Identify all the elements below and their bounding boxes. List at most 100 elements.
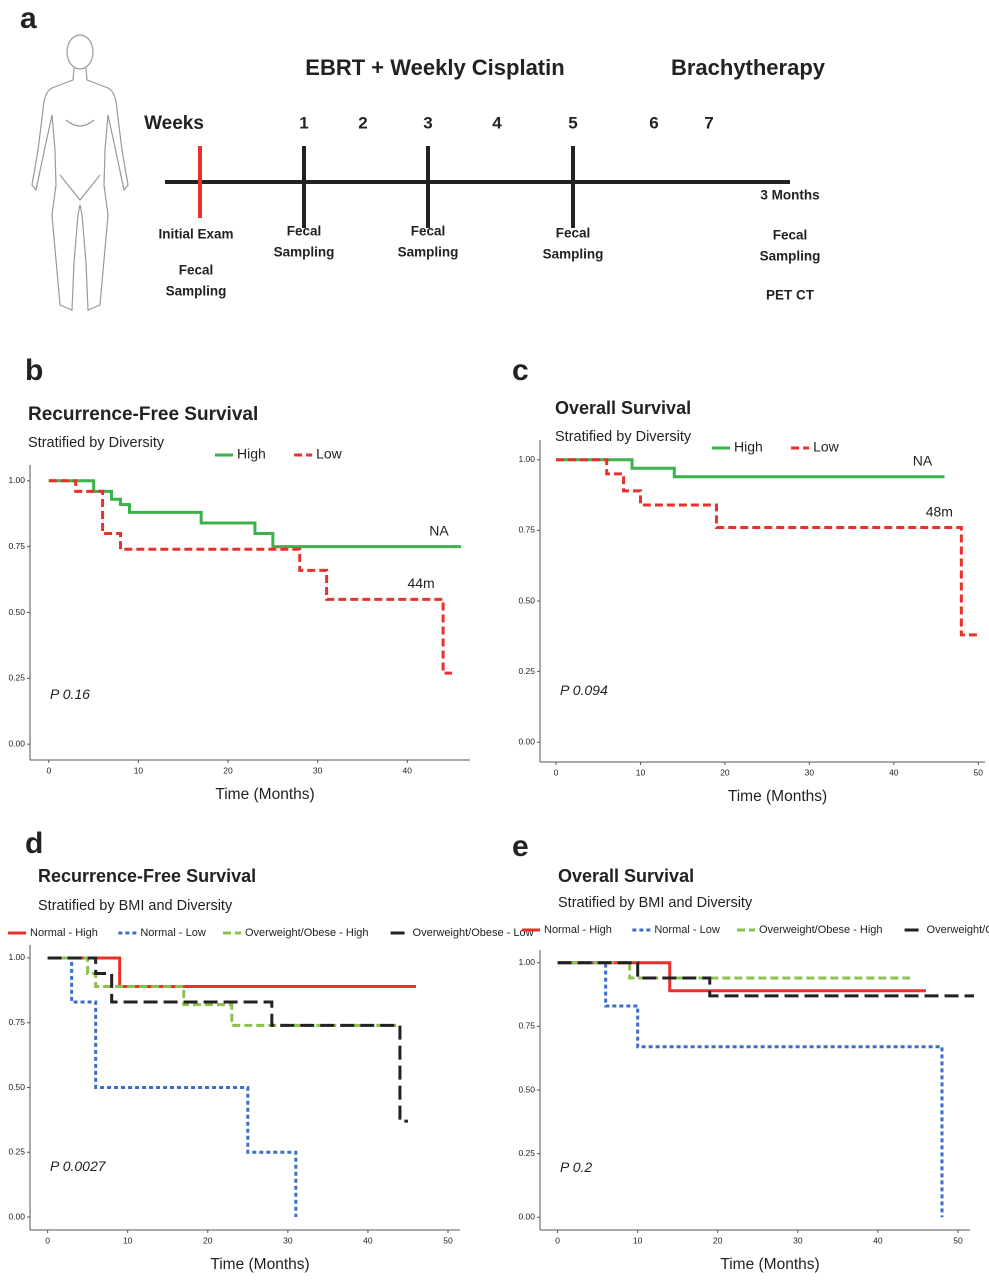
y-tick-label: 1.00 — [8, 952, 25, 962]
panel-label: e — [512, 830, 529, 863]
legend-label: Overweight/Obese - High — [245, 927, 369, 939]
p-value: P 0.2 — [560, 1159, 592, 1175]
event-label: Sampling — [398, 245, 459, 260]
y-tick-label: 0.00 — [518, 1212, 535, 1222]
legend-label: Overweight/Obese - Low — [927, 924, 989, 936]
week-number: 2 — [358, 113, 367, 132]
y-tick-label: 0.50 — [8, 607, 25, 617]
legend-label: Overweight/Obese - Low — [413, 927, 534, 939]
y-tick-label: 0.50 — [518, 1084, 535, 1094]
event-label: Fecal — [179, 263, 214, 278]
legend-label: High — [734, 439, 763, 455]
x-axis-label: Time (Months) — [215, 786, 314, 803]
survival-curve — [47, 956, 298, 1218]
y-tick-label: 1.00 — [8, 475, 25, 485]
y-tick-label: 0.75 — [8, 1017, 25, 1027]
y-tick-label: 0.75 — [518, 525, 535, 535]
p-value: P 0.0027 — [50, 1158, 107, 1174]
phase-title: Brachytherapy — [671, 55, 826, 80]
x-tick-label: 40 — [889, 767, 899, 777]
x-tick-label: 10 — [636, 767, 646, 777]
week-number: 4 — [492, 113, 502, 132]
x-tick-label: 50 — [974, 767, 984, 777]
y-tick-label: 1.00 — [518, 454, 535, 464]
chart-title: Recurrence-Free Survival — [28, 404, 258, 425]
weeks-label: Weeks — [144, 113, 204, 134]
x-tick-label: 30 — [793, 1235, 803, 1245]
end-label: NA — [429, 522, 449, 538]
x-tick-label: 0 — [555, 1235, 560, 1245]
end-label: 48m — [926, 503, 953, 519]
legend-label: Low — [813, 439, 840, 455]
legend-label: Low — [316, 446, 343, 462]
end-label: NA — [913, 452, 933, 468]
survival-curve — [557, 961, 944, 1218]
x-tick-label: 20 — [720, 767, 730, 777]
event-label: Initial Exam — [158, 227, 233, 242]
event-label: Fecal — [773, 228, 808, 243]
x-tick-label: 30 — [283, 1235, 293, 1245]
x-tick-label: 10 — [123, 1235, 133, 1245]
event-label: Sampling — [760, 249, 821, 264]
panel-label: c — [512, 354, 529, 387]
chart-title: Overall Survival — [555, 398, 691, 418]
y-tick-label: 0.50 — [8, 1082, 25, 1092]
panel-label: a — [20, 2, 37, 35]
phase-title: EBRT + Weekly Cisplatin — [305, 55, 564, 80]
x-tick-label: 0 — [554, 767, 559, 777]
x-axis-label: Time (Months) — [210, 1256, 309, 1273]
legend-label: Normal - High — [30, 927, 98, 939]
week-number: 1 — [299, 113, 308, 132]
y-tick-label: 0.50 — [518, 595, 535, 605]
end-label: 44m — [407, 575, 434, 591]
chart-subtitle: Stratified by BMI and Diversity — [38, 898, 233, 914]
chart-subtitle: Stratified by Diversity — [28, 435, 165, 451]
x-tick-label: 30 — [313, 765, 323, 775]
week-number: 7 — [704, 113, 713, 132]
week-number: 6 — [649, 113, 658, 132]
chart-subtitle: Stratified by Diversity — [555, 429, 692, 445]
y-tick-label: 0.00 — [518, 736, 535, 746]
event-label: Sampling — [166, 284, 227, 299]
panel-label: d — [25, 827, 43, 860]
x-axis-label: Time (Months) — [720, 1256, 819, 1273]
survival-curve — [556, 458, 979, 637]
legend-label: Normal - High — [544, 924, 612, 936]
y-tick-label: 0.25 — [518, 666, 535, 676]
legend-label: High — [237, 446, 266, 462]
x-tick-label: 20 — [713, 1235, 723, 1245]
week-number: 5 — [568, 113, 577, 132]
event-label: Sampling — [543, 247, 604, 262]
y-tick-label: 0.25 — [518, 1148, 535, 1158]
x-tick-label: 10 — [633, 1235, 643, 1245]
survival-curve — [48, 479, 453, 675]
y-tick-label: 0.00 — [8, 1211, 25, 1221]
event-label: 3 Months — [760, 188, 819, 203]
survival-curve — [48, 479, 462, 549]
week-number: 3 — [423, 113, 432, 132]
survival-curve — [47, 956, 400, 1027]
p-value: P 0.094 — [560, 682, 608, 698]
legend-label: Normal - Low — [140, 927, 205, 939]
y-tick-label: 0.75 — [8, 541, 25, 551]
x-tick-label: 20 — [203, 1235, 213, 1245]
legend-label: Overweight/Obese - High — [759, 924, 883, 936]
x-tick-label: 20 — [223, 765, 233, 775]
y-tick-label: 0.00 — [8, 738, 25, 748]
p-value: P 0.16 — [50, 686, 90, 702]
y-tick-label: 0.25 — [8, 673, 25, 683]
x-tick-label: 50 — [443, 1235, 453, 1245]
survival-curve — [557, 961, 910, 980]
x-tick-label: 40 — [873, 1235, 883, 1245]
x-tick-label: 10 — [134, 765, 144, 775]
survival-curve — [556, 458, 945, 479]
event-label: Fecal — [287, 224, 322, 239]
event-label: Sampling — [274, 245, 335, 260]
y-tick-label: 0.75 — [518, 1021, 535, 1031]
chart-subtitle: Stratified by BMI and Diversity — [558, 895, 753, 911]
x-axis-label: Time (Months) — [728, 788, 827, 805]
event-label: PET CT — [766, 288, 815, 303]
panel-label: b — [25, 354, 43, 387]
